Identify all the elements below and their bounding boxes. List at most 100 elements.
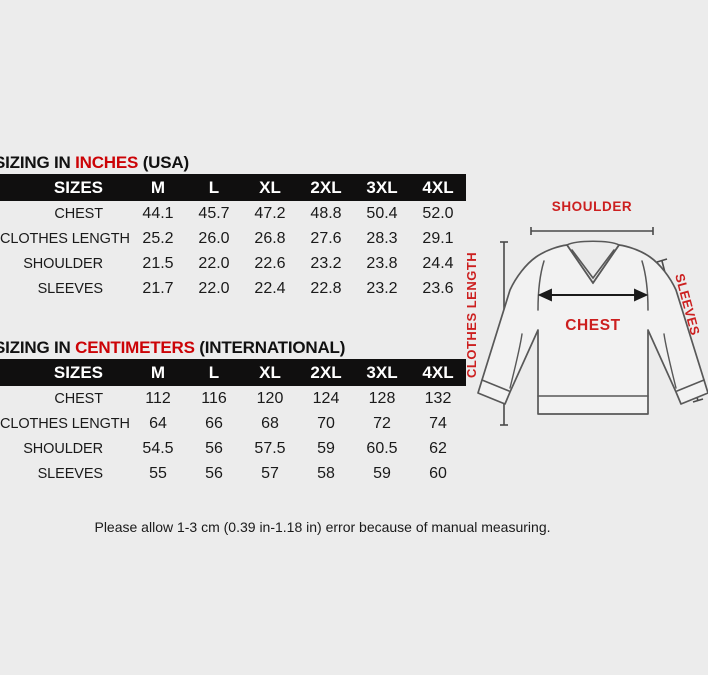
cm-clothes-length-l: 66: [205, 414, 223, 432]
cm-shoulder-3xl: 60.5: [366, 439, 398, 457]
inches-title-accent: INCHES: [75, 153, 139, 172]
cm-chest-xl: 120: [256, 389, 284, 407]
inches-row-label-chest: CHEST: [54, 205, 103, 222]
cm-clothes-length-m: 64: [149, 414, 167, 432]
inches-row-label-shoulder: SHOULDER: [23, 255, 103, 272]
inches-chest-3xl: 50.4: [366, 204, 398, 222]
cm-header-xl: XL: [242, 359, 298, 386]
inches-header-4xl: 4XL: [410, 174, 466, 201]
centimeters-size-table: SIZES M L XL 2XL 3XL 4XL CHEST 112 116 1…: [0, 359, 466, 486]
cm-sleeves-2xl: 58: [317, 464, 335, 482]
table-row: CLOTHES LENGTH 64 66 68 70 72 74: [0, 411, 466, 436]
cm-row-label-chest: CHEST: [54, 390, 103, 407]
inches-shoulder-2xl: 23.2: [310, 254, 342, 272]
inches-shoulder-l: 22.0: [198, 254, 230, 272]
inches-size-table: SIZES M L XL 2XL 3XL 4XL CHEST 44.1 45.7…: [0, 174, 466, 301]
cm-clothes-length-2xl: 70: [317, 414, 335, 432]
inches-shoulder-3xl: 23.8: [366, 254, 398, 272]
inches-row-label-clothes-length: CLOTHES LENGTH: [0, 230, 130, 247]
sleeve-cuffs: [481, 379, 705, 392]
cm-shoulder-4xl: 62: [429, 439, 447, 457]
cm-sleeves-3xl: 59: [373, 464, 391, 482]
chest-measure-arrow: [537, 288, 649, 302]
cm-clothes-length-4xl: 74: [429, 414, 447, 432]
inches-sleeves-m: 21.7: [142, 279, 174, 297]
cm-header-2xl: 2XL: [298, 359, 354, 386]
cm-header-m: M: [130, 359, 186, 386]
inches-clothes-length-xl: 26.8: [254, 229, 286, 247]
inches-sleeves-l: 22.0: [198, 279, 230, 297]
table-row: SLEEVES 55 56 57 58 59 60: [0, 461, 466, 486]
garment-measurement-diagram: SHOULDER CLOTHES LENGTH SLEEVES: [460, 182, 708, 440]
shoulder-label: SHOULDER: [552, 199, 633, 214]
table-row: SLEEVES 21.7 22.0 22.4 22.8 23.2 23.6: [0, 276, 466, 301]
inches-title-prefix: SIZING IN: [0, 153, 76, 172]
inches-chest-xl: 47.2: [254, 204, 286, 222]
clothes-length-label: CLOTHES LENGTH: [464, 252, 479, 378]
inches-header-xl: XL: [242, 174, 298, 201]
inches-sleeves-3xl: 23.2: [366, 279, 398, 297]
measurement-disclaimer: Please allow 1-3 cm (0.39 in-1.18 in) er…: [94, 519, 551, 535]
cm-clothes-length-3xl: 72: [373, 414, 391, 432]
cm-sleeves-4xl: 60: [429, 464, 447, 482]
inches-chest-4xl: 52.0: [422, 204, 454, 222]
inches-chest-l: 45.7: [198, 204, 230, 222]
cm-chest-2xl: 124: [312, 389, 340, 407]
inches-header-3xl: 3XL: [354, 174, 410, 201]
centimeters-table-title: SIZING IN CENTIMETERS (INTERNATIONAL): [0, 337, 466, 359]
table-row: CHEST 112 116 120 124 128 132: [0, 386, 466, 411]
inches-sleeves-2xl: 22.8: [310, 279, 342, 297]
cm-title-accent: CENTIMETERS: [75, 338, 195, 357]
inches-header-l: L: [186, 174, 242, 201]
cm-chest-l: 116: [201, 389, 227, 407]
sweatshirt-outline: [477, 244, 708, 415]
centimeters-sizing-block: SIZING IN CENTIMETERS (INTERNATIONAL) SI…: [0, 337, 466, 486]
cm-header-4xl: 4XL: [410, 359, 466, 386]
cm-header-3xl: 3XL: [354, 359, 410, 386]
sleeve-creases: [509, 333, 677, 389]
cm-row-label-clothes-length: CLOTHES LENGTH: [0, 415, 130, 432]
cm-clothes-length-xl: 68: [261, 414, 279, 432]
inches-chest-m: 44.1: [142, 204, 174, 222]
shoulder-measure-line: [530, 227, 654, 235]
inches-clothes-length-l: 26.0: [198, 229, 230, 247]
inches-header-2xl: 2XL: [298, 174, 354, 201]
cm-shoulder-2xl: 59: [317, 439, 335, 457]
cm-title-prefix: SIZING IN: [0, 338, 76, 357]
inches-sizing-block: SIZING IN INCHES (USA) SIZES M L XL 2XL …: [0, 152, 466, 301]
cm-row-label-shoulder: SHOULDER: [23, 440, 103, 457]
cm-row-label-sleeves: SLEEVES: [37, 465, 104, 482]
cm-sleeves-l: 56: [205, 464, 223, 482]
chest-label: CHEST: [565, 317, 621, 334]
cm-sleeves-m: 55: [149, 464, 167, 482]
inches-title-suffix: (USA): [138, 153, 189, 172]
inches-header-sizes: SIZES: [0, 174, 130, 201]
cm-shoulder-m: 54.5: [142, 439, 174, 457]
cm-chest-m: 112: [145, 389, 171, 407]
inches-shoulder-xl: 22.6: [254, 254, 286, 272]
inches-shoulder-m: 21.5: [142, 254, 174, 272]
cm-chest-3xl: 128: [368, 389, 396, 407]
inches-sleeves-4xl: 23.6: [422, 279, 454, 297]
inches-header-row: SIZES M L XL 2XL 3XL 4XL: [0, 174, 466, 201]
inches-row-label-sleeves: SLEEVES: [37, 280, 104, 297]
inches-table-title: SIZING IN INCHES (USA): [0, 152, 466, 174]
inches-header-m: M: [130, 174, 186, 201]
inches-clothes-length-4xl: 29.1: [422, 229, 454, 247]
cm-header-row: SIZES M L XL 2XL 3XL 4XL: [0, 359, 466, 386]
cm-sleeves-xl: 57: [261, 464, 279, 482]
cm-header-sizes: SIZES: [0, 359, 130, 386]
table-row: CLOTHES LENGTH 25.2 26.0 26.8 27.6 28.3 …: [0, 226, 466, 251]
table-row: SHOULDER 21.5 22.0 22.6 23.2 23.8 24.4: [0, 251, 466, 276]
inches-shoulder-4xl: 24.4: [422, 254, 454, 272]
table-row: CHEST 44.1 45.7 47.2 48.8 50.4 52.0: [0, 201, 466, 226]
cm-shoulder-l: 56: [205, 439, 223, 457]
v-neck-collar: [566, 240, 620, 285]
cm-header-l: L: [186, 359, 242, 386]
cm-title-suffix: (INTERNATIONAL): [194, 338, 346, 357]
inches-clothes-length-m: 25.2: [142, 229, 174, 247]
inches-clothes-length-2xl: 27.6: [310, 229, 342, 247]
inches-chest-2xl: 48.8: [310, 204, 342, 222]
inches-clothes-length-3xl: 28.3: [366, 229, 398, 247]
cm-shoulder-xl: 57.5: [254, 439, 286, 457]
